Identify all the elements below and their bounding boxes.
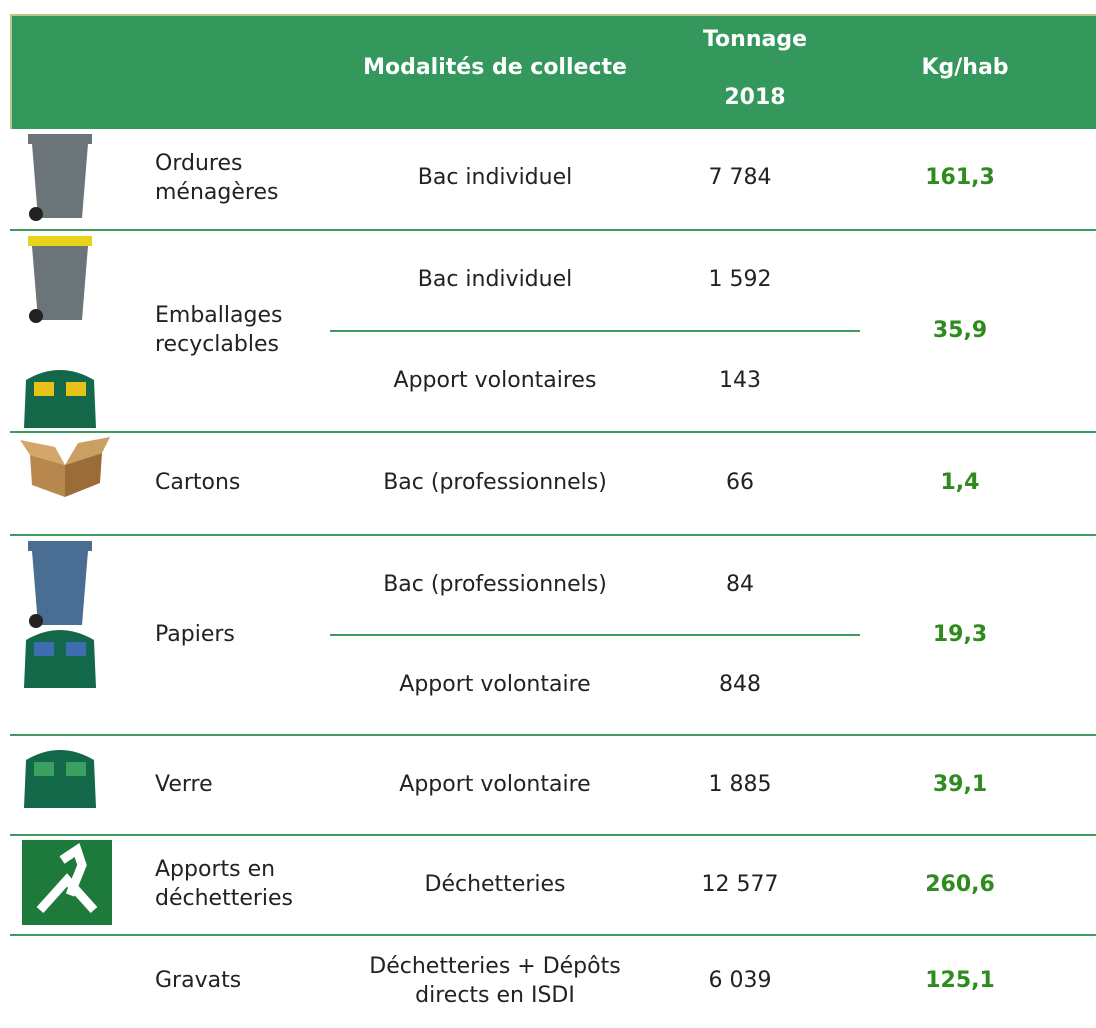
header-year: 2018 bbox=[724, 84, 786, 110]
row-modalite: Bac (professionnels) bbox=[383, 571, 607, 597]
row-kg: 161,3 bbox=[925, 165, 995, 191]
row-kg: 260,6 bbox=[925, 871, 995, 897]
row-kg: 125,1 bbox=[925, 968, 995, 994]
row-name: Emballages recyclables bbox=[155, 303, 283, 357]
row-tonnage: 1 592 bbox=[708, 267, 772, 293]
header-band bbox=[10, 14, 1096, 129]
row-tonnage: 84 bbox=[726, 571, 754, 597]
row-modalite: Apport volontaires bbox=[393, 368, 597, 394]
row-name: Ordures ménagères bbox=[155, 150, 279, 205]
row-icon bbox=[20, 740, 100, 814]
row-modalite: Déchetteries bbox=[424, 871, 566, 897]
row-kg: 35,9 bbox=[932, 317, 988, 343]
row-modalite: Bac individuel bbox=[417, 267, 573, 293]
row-name: Papiers bbox=[155, 621, 235, 647]
row-separator bbox=[10, 834, 1096, 836]
row-icon bbox=[20, 435, 110, 504]
row-modalite: Déchetteries + Dépôts directs en ISDI bbox=[369, 953, 621, 1008]
sub-separator bbox=[330, 634, 860, 636]
row-name: Gravats bbox=[155, 968, 242, 994]
row-icon bbox=[20, 232, 100, 331]
row-name: Verre bbox=[155, 771, 213, 797]
row-modalite: Bac (professionnels) bbox=[383, 470, 607, 496]
row-name: Apports en déchetteries bbox=[155, 857, 294, 911]
row-icon bbox=[20, 130, 100, 229]
header-tonnage: Tonnage bbox=[702, 26, 808, 52]
row-icon bbox=[20, 537, 100, 636]
row-tonnage: 1 885 bbox=[708, 771, 772, 797]
row-separator bbox=[10, 229, 1096, 231]
row-tonnage: 7 784 bbox=[708, 165, 772, 191]
sub-separator bbox=[330, 330, 860, 332]
row-kg: 19,3 bbox=[932, 621, 988, 647]
row-tonnage: 143 bbox=[719, 368, 761, 394]
row-separator bbox=[10, 734, 1096, 736]
row-icon bbox=[22, 840, 112, 929]
row-modalite: Bac individuel bbox=[417, 165, 573, 191]
row-separator bbox=[10, 534, 1096, 536]
row-modalite: Apport volontaire bbox=[399, 671, 591, 697]
row-separator bbox=[10, 431, 1096, 433]
row-kg: 1,4 bbox=[940, 470, 980, 496]
row-tonnage: 66 bbox=[726, 470, 754, 496]
row-icon bbox=[20, 620, 100, 694]
header-kg: Kg/hab bbox=[921, 54, 1009, 80]
row-modalite: Apport volontaire bbox=[399, 771, 591, 797]
row-tonnage: 12 577 bbox=[701, 871, 779, 897]
row-tonnage: 848 bbox=[719, 671, 761, 697]
row-icon bbox=[20, 360, 100, 434]
row-name: Cartons bbox=[155, 470, 241, 496]
row-separator bbox=[10, 934, 1096, 936]
row-tonnage: 6 039 bbox=[708, 968, 772, 994]
row-kg: 39,1 bbox=[932, 771, 988, 797]
header-modalites: Modalités de collecte bbox=[363, 54, 627, 80]
